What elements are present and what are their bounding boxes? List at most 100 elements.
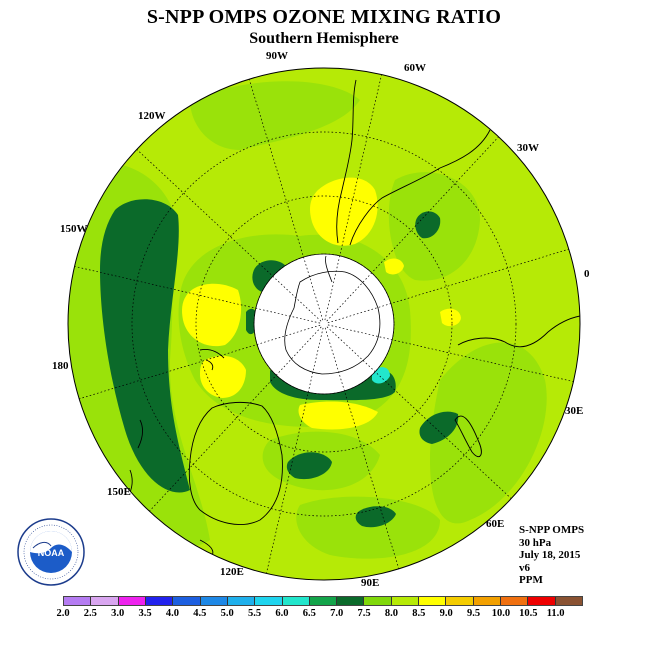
- colorbar-cell: [419, 597, 447, 605]
- colorbar-cell: [173, 597, 201, 605]
- lon-label-150w: 150W: [60, 223, 88, 235]
- contour-7-5-southeast: [430, 342, 547, 524]
- colorbar-cell: [145, 597, 174, 605]
- meridian-line: [74, 266, 321, 324]
- info-product: S-NPP OMPS: [519, 524, 585, 536]
- colorbar-tick-label: 4.0: [165, 608, 180, 619]
- lon-label-120w: 120W: [138, 110, 166, 122]
- colorbar-tick-label: 7.5: [357, 608, 371, 619]
- meridian-line: [324, 74, 382, 321]
- info-date: July 18, 2015: [519, 549, 581, 562]
- colorbar-tick-label: 10.0: [491, 608, 511, 619]
- lon-label-30w: 30W: [517, 142, 539, 154]
- contour-8-5-west: [182, 283, 242, 347]
- contour-7-5-southwest: [296, 496, 440, 559]
- meridian-line: [326, 326, 512, 499]
- antarctica-coast: [284, 255, 381, 375]
- colorbar-cell: [227, 597, 256, 605]
- lon-label-180: 180: [52, 360, 69, 372]
- colorbar-tick-label: 5.0: [220, 608, 234, 619]
- colorbar-cell: [255, 597, 283, 605]
- info-block: S-NPP OMPS 30 hPa July 18, 2015 v6 PPM: [519, 524, 584, 587]
- meridian-line: [327, 248, 569, 324]
- ozone-field: [68, 68, 580, 580]
- meridian-line: [266, 327, 324, 574]
- colorbar-tick-label: 6.5: [302, 608, 316, 619]
- contour-7-0-south-small: [286, 452, 332, 480]
- meridian-line: [324, 327, 400, 569]
- lon-label-60w: 60W: [404, 62, 426, 74]
- colorbar-tick-label: 2.0: [56, 608, 70, 619]
- colorbar-cell: [473, 597, 501, 605]
- colorbar-tick-label: 2.5: [83, 608, 97, 619]
- colorbar-tick-label: 3.0: [111, 608, 125, 619]
- colorbar: [63, 596, 583, 606]
- pole-mask: [253, 253, 395, 395]
- contour-7-0-east-small: [415, 211, 441, 239]
- lon-label-90w: 90W: [266, 50, 288, 62]
- colorbar-cell: [446, 597, 474, 605]
- meridian-line: [149, 326, 322, 512]
- colorbar-tick-label: 4.5: [193, 608, 207, 619]
- noaa-logo-icon: NOAA: [17, 518, 85, 586]
- colorbar-cell: [282, 597, 310, 605]
- colorbar-tick-label: 11.0: [546, 608, 565, 619]
- colorbar-cell: [309, 597, 338, 605]
- madagascar-coast: [454, 415, 482, 458]
- colorbar-tick-label: 8.5: [412, 608, 426, 619]
- colorbar-cell: [501, 597, 529, 605]
- map-boundary: [67, 67, 581, 581]
- graticule: [74, 74, 574, 574]
- new-zealand-coast: [199, 349, 225, 371]
- meridian-line: [79, 324, 321, 400]
- lon-label-120e: 120E: [220, 566, 244, 578]
- contour-8-5-north: [310, 177, 378, 246]
- lon-label-150e: 150E: [107, 486, 131, 498]
- australia-coast: [188, 401, 283, 525]
- contour-7-0-north-ring: [252, 260, 286, 292]
- info-level: 30 hPa: [519, 536, 552, 549]
- colorbar-cell: [200, 597, 228, 605]
- colorbar-tick-label: 9.5: [466, 608, 481, 619]
- colorbar-cell: [364, 597, 392, 605]
- colorbar-cell: [555, 597, 582, 605]
- contour-8-5-east-b: [440, 308, 461, 327]
- colorbar-tick-label: 5.5: [248, 608, 262, 619]
- logo-text: NOAA: [38, 548, 65, 558]
- colorbar-cell: [528, 597, 556, 605]
- africa-coast: [457, 315, 580, 348]
- lon-label-0: 0: [584, 268, 590, 280]
- contour-8-5-southwest: [200, 355, 246, 398]
- meridian-line: [327, 324, 574, 382]
- colorbar-tick-label: 9.0: [439, 608, 453, 619]
- contour-8-5-east-a: [384, 258, 404, 275]
- colorbar-tick-label: 10.5: [519, 608, 538, 619]
- colorbar-tick-label: 6.0: [275, 608, 289, 619]
- lon-label-90e: 90E: [361, 577, 380, 589]
- colorbar-cell: [64, 597, 92, 605]
- south-america-coast: [336, 79, 491, 246]
- latitude-circle-pole: [253, 253, 395, 395]
- latitude-circle-45s: [131, 131, 517, 517]
- colorbar-cell: [91, 597, 119, 605]
- colorbar-tick-label: 3.5: [138, 608, 152, 619]
- colorbar-tick-label: 8.0: [384, 608, 398, 619]
- colorbar-cell: [391, 597, 420, 605]
- meridian-line: [248, 79, 324, 321]
- info-units: PPM: [519, 574, 543, 587]
- meridian-line: [326, 136, 499, 322]
- contour-8-5-south: [298, 401, 378, 430]
- lon-label-30e: 30E: [565, 405, 584, 417]
- map-title: S-NPP OMPS OZONE MIXING RATIO: [146, 6, 502, 28]
- meridian-lines: [74, 74, 574, 574]
- colorbar-cell: [118, 597, 146, 605]
- info-version: v6: [519, 561, 530, 574]
- contour-7-0-southeast-small: [419, 411, 459, 444]
- contour-6-0-patch: [372, 367, 390, 384]
- meridian-line: [136, 149, 322, 322]
- coastlines: [127, 79, 580, 557]
- colorbar-cell: [337, 597, 365, 605]
- colorbar-tick-label: 7.0: [330, 608, 344, 619]
- latitude-circle-60s: [195, 195, 453, 453]
